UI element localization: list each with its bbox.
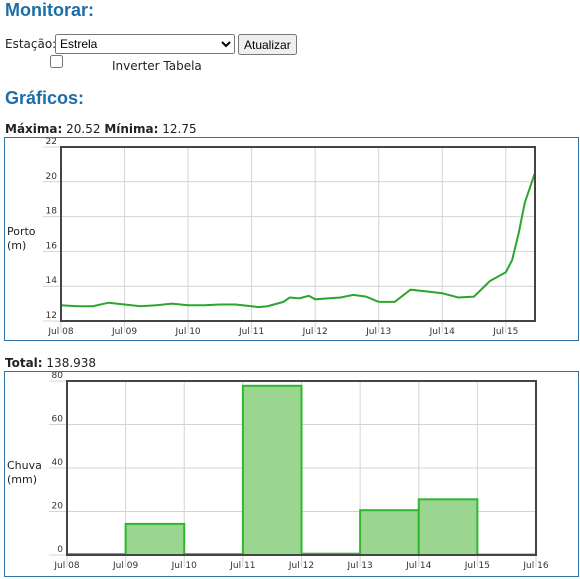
x-tick-label: Jul 12 (302, 327, 328, 337)
x-tick-label: Jul 10 (171, 561, 197, 571)
level-chart-box: Porto (m) 12 14 16 18 20 22 Jul 08 Jul 09 Jul 10… (4, 137, 579, 341)
x-tick-label: Jul 15 (464, 561, 490, 571)
bar (417, 498, 479, 556)
x-tick-label: Jul 16 (522, 561, 548, 571)
y-tick-label: 0 (57, 545, 63, 555)
y-tick-label: 20 (46, 172, 58, 182)
y-axis-label: Chuva (mm) (7, 459, 42, 486)
y-tick-label: 80 (52, 372, 64, 381)
bar (241, 384, 303, 556)
y-tick-label: 20 (52, 502, 64, 512)
y-tick-label: 22 (46, 138, 57, 147)
x-tick-label: Jul 10 (174, 327, 200, 337)
plot-frame (60, 146, 536, 322)
y-tick-label: 18 (46, 207, 58, 217)
min-value: 12.75 (162, 122, 197, 136)
x-tick-label: Jul 08 (53, 561, 79, 571)
x-tick-label: Jul 11 (229, 561, 255, 571)
page-title: Monitorar: (5, 0, 94, 20)
data-line (60, 172, 536, 309)
rain-chart-box: Chuva (mm) 0 20 40 60 80 Jul 08 Jul 09 Jul 10 Ju… (4, 371, 579, 577)
x-tick-label: Jul 14 (429, 327, 455, 337)
max-value: 20.52 (66, 122, 101, 136)
max-label: Máxima: (5, 122, 63, 136)
y-tick-label: 60 (52, 415, 64, 425)
update-button[interactable]: Atualizar (238, 34, 297, 55)
x-tick-label: Jul 13 (365, 327, 391, 337)
chart: 0 20 40 60 80 Jul 08 Jul 09 Jul 10 Jul 11 Jul 12 J… (49, 372, 549, 571)
total-label: Total: (5, 356, 43, 370)
section-title: Gráficos: (5, 88, 85, 108)
x-tick-label: Jul 14 (405, 561, 431, 571)
y-tick-label: 40 (52, 458, 64, 468)
y-tick-label: 12 (46, 311, 57, 321)
x-tick-label: Jul 08 (47, 327, 73, 337)
invert-checkbox[interactable] (50, 55, 63, 68)
y-tick-label: 14 (46, 276, 58, 286)
x-tick-label: Jul 15 (492, 327, 518, 337)
chart: 12 14 16 18 20 22 Jul 08 Jul 09 Jul 10 Jul 11 Jul … (43, 138, 536, 337)
y-tick-label: 16 (46, 241, 58, 251)
invert-label: Inverter Tabela (112, 59, 202, 73)
rain-stats: Total: 138.938 (5, 356, 96, 370)
level-stats: Máxima: 20.52 Mínima: 12.75 (5, 122, 197, 136)
x-tick-label: Jul 11 (238, 327, 264, 337)
x-tick-label: Jul 09 (112, 561, 138, 571)
min-label: Mínima: (104, 122, 159, 136)
total-value: 138.938 (46, 356, 97, 370)
station-label: Estação: (5, 37, 57, 51)
bar (124, 522, 186, 557)
plot-frame (66, 380, 537, 556)
y-axis-label: Porto (m) (7, 225, 36, 252)
x-tick-label: Jul 12 (288, 561, 314, 571)
station-select[interactable]: Estrela (55, 34, 235, 54)
x-tick-label: Jul 09 (111, 327, 137, 337)
x-tick-label: Jul 13 (347, 561, 373, 571)
bar (359, 509, 420, 557)
